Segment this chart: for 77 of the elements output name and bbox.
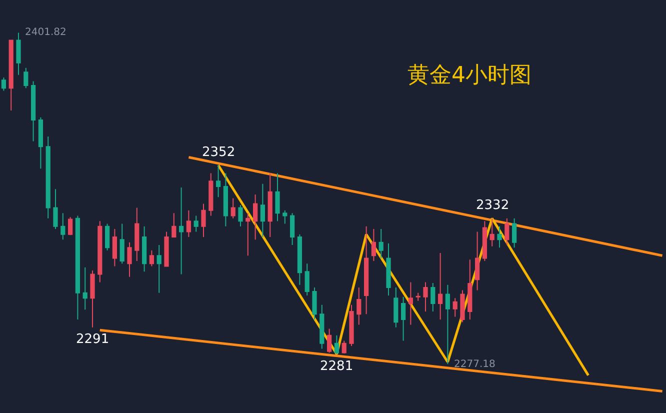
candlestick	[46, 136, 50, 219]
candlestick	[474, 231, 480, 291]
candlestick	[275, 172, 280, 222]
candlestick	[104, 223, 110, 251]
candlestick	[178, 187, 184, 275]
candlestick	[312, 287, 317, 320]
candlestick	[356, 287, 362, 326]
annotation: 2291	[76, 332, 110, 347]
candlestick	[246, 212, 250, 256]
candlestick	[30, 80, 36, 142]
candlestick	[252, 194, 258, 240]
candlestick	[230, 198, 236, 219]
candlestick	[238, 204, 243, 227]
candlestick	[282, 210, 288, 224]
candlestick	[490, 218, 494, 247]
candlestick	[349, 304, 354, 347]
candlestick	[290, 212, 295, 246]
candlestick	[430, 282, 436, 312]
candlestick	[386, 242, 391, 296]
candlestick	[16, 32, 21, 76]
candlestick	[156, 244, 162, 294]
annotation: 2352	[202, 145, 236, 160]
candlestick	[112, 228, 118, 267]
candlestick	[260, 183, 266, 238]
candlestick	[164, 231, 169, 267]
candlestick	[423, 282, 428, 312]
candlestick	[394, 287, 398, 328]
candlestick	[75, 215, 80, 320]
candlestick	[90, 270, 95, 328]
annotation: 2401.82	[25, 27, 66, 38]
candlestick	[98, 220, 102, 283]
candlestick	[24, 67, 28, 89]
candlestick	[452, 298, 458, 318]
candlestick	[408, 282, 414, 326]
candlestick	[438, 252, 443, 320]
candlestick	[201, 203, 206, 238]
candlestick	[216, 164, 221, 198]
candlestick	[82, 266, 88, 310]
candlestick	[127, 242, 132, 278]
candlestick	[497, 226, 502, 248]
candlestick	[378, 228, 384, 259]
candlestick	[142, 226, 147, 272]
candlestick	[468, 259, 472, 320]
candlestick	[304, 263, 310, 296]
candlestick	[364, 226, 369, 315]
candlestick	[60, 212, 66, 240]
candlestick	[416, 292, 420, 302]
candlestick	[120, 223, 124, 264]
annotation: 2332	[476, 198, 510, 213]
candlestick	[371, 228, 376, 262]
annotation: 2277.18	[454, 359, 496, 370]
text: 黄金4小时图	[408, 63, 532, 88]
candlestick	[460, 290, 465, 323]
candlestick	[134, 207, 140, 262]
candlestick	[504, 218, 510, 246]
candlestick	[512, 218, 517, 248]
candlestick	[326, 328, 332, 354]
annotation: 2281	[320, 359, 354, 374]
candlestick	[482, 220, 488, 262]
candlestick	[334, 334, 340, 355]
candlestick	[208, 172, 214, 216]
candlestick	[445, 284, 450, 365]
candlestick	[400, 296, 406, 342]
candlestick	[53, 188, 58, 230]
candlestick	[149, 250, 154, 267]
candlestick	[186, 210, 192, 238]
candlestick	[320, 304, 324, 350]
candlestick	[342, 340, 346, 354]
candlestick	[8, 40, 14, 111]
candlestick	[223, 172, 228, 227]
candlestick	[68, 216, 73, 236]
candlestick	[268, 172, 272, 238]
candlestick	[194, 215, 198, 232]
candlestick	[297, 234, 302, 286]
candlestick	[38, 116, 44, 170]
candlestick	[1, 76, 6, 92]
candlestick	[172, 212, 176, 238]
